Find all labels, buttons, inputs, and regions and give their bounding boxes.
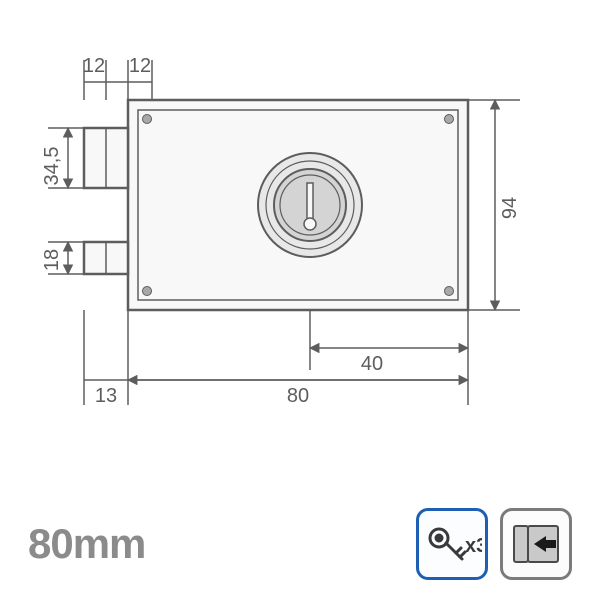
svg-text:40: 40 <box>361 353 383 375</box>
screw <box>143 287 152 296</box>
icon-group: x3 <box>416 508 572 580</box>
keys-included-icon: x3 <box>416 508 488 580</box>
screw <box>445 287 454 296</box>
svg-text:80: 80 <box>287 385 309 407</box>
bottom-row: 80mm x3 <box>0 505 600 600</box>
svg-text:13: 13 <box>95 385 117 407</box>
screw <box>143 115 152 124</box>
direction-icon <box>500 508 572 580</box>
svg-text:18: 18 <box>41 249 63 271</box>
dim-bottom <box>84 310 468 405</box>
screw <box>445 115 454 124</box>
svg-text:12: 12 <box>129 55 151 77</box>
lock-diagram: 12 12 34,5 18 40 13 80 94 <box>0 0 600 500</box>
dim-40 <box>310 310 468 405</box>
svg-text:34,5: 34,5 <box>41 147 63 186</box>
svg-text:94: 94 <box>499 197 521 219</box>
svg-text:x3: x3 <box>465 535 482 557</box>
product-size-label: 80mm <box>28 520 145 568</box>
svg-text:12: 12 <box>83 55 105 77</box>
